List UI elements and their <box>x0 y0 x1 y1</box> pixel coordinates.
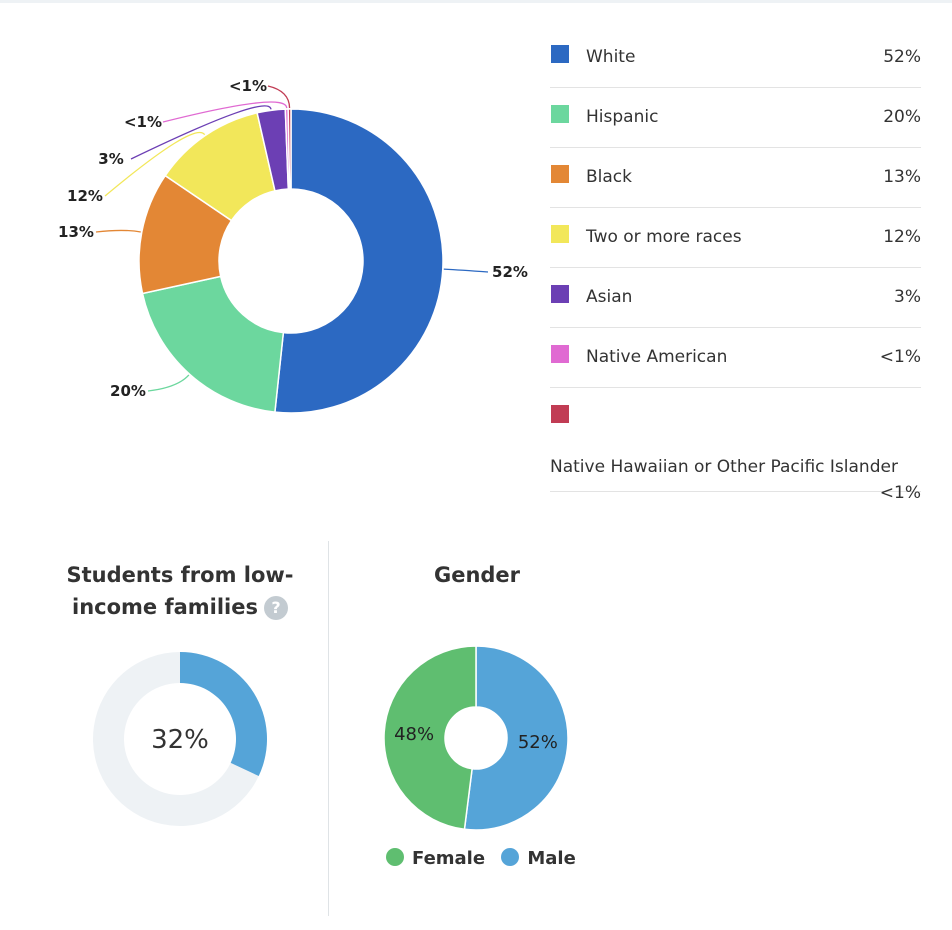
gender-legend-male[interactable]: Male <box>501 848 576 869</box>
data-label-native-american: <1% <box>124 113 162 131</box>
legend-value: <1% <box>879 483 921 503</box>
gender-donut-chart: 52% 48% <box>383 645 569 831</box>
legend-value: <1% <box>879 347 921 367</box>
connector-pacific-islander <box>267 85 291 109</box>
connector-native-american <box>162 101 288 123</box>
connector-black <box>95 229 141 233</box>
legend-value: 20% <box>883 107 921 127</box>
ethnicity-legend: White 52% Hispanic 20% Black 13% Two or … <box>550 28 921 503</box>
female-legend-label: Female <box>412 848 486 869</box>
low-income-donut-chart: 32% <box>93 652 267 826</box>
legend-value: 3% <box>894 287 921 307</box>
legend-swatch-hispanic <box>551 105 569 123</box>
low-income-title: Students from low- income families? <box>60 559 300 623</box>
data-label-hispanic: 20% <box>110 382 146 400</box>
low-income-title-line1: Students from low- <box>66 563 294 587</box>
low-income-slice[interactable] <box>180 652 267 777</box>
top-border <box>0 0 952 3</box>
female-legend-dot <box>386 848 404 866</box>
slice-white[interactable] <box>274 108 444 414</box>
legend-row-white: White 52% <box>550 28 921 88</box>
gender-title: Gender <box>433 563 521 587</box>
legend-swatch-two-or-more <box>551 225 569 243</box>
data-label-two-or-more: 12% <box>67 187 103 205</box>
legend-row-two-or-more: Two or more races 12% <box>550 208 921 268</box>
data-label-asian: 3% <box>98 150 123 168</box>
legend-swatch-asian <box>551 285 569 303</box>
legend-label: Hispanic <box>586 107 659 127</box>
slice-hispanic[interactable] <box>141 275 285 413</box>
legend-value: 52% <box>883 47 921 67</box>
legend-swatch-native-american <box>551 345 569 363</box>
legend-row-black: Black 13% <box>550 148 921 208</box>
connector-asian <box>130 105 272 160</box>
ethnicity-donut-chart: 52% 20% 13% 12% 3% <1% <1% <box>58 77 528 414</box>
legend-label: Black <box>586 167 632 187</box>
legend-row-pacific-islander: Native Hawaiian or Other Pacific Islande… <box>550 388 921 503</box>
low-income-track <box>93 652 259 826</box>
legend-label: Native American <box>586 347 728 367</box>
female-data-label: 48% <box>394 724 434 745</box>
connector-hispanic <box>147 374 190 392</box>
legend-row-hispanic: Hispanic 20% <box>550 88 921 148</box>
section-divider <box>328 541 329 916</box>
legend-row-native-american: Native American <1% <box>550 328 921 388</box>
male-legend-dot <box>501 848 520 866</box>
male-legend-label: Male <box>527 848 576 869</box>
legend-row-asian: Asian 3% <box>550 268 921 328</box>
slice-male[interactable] <box>463 645 569 831</box>
legend-label: Asian <box>586 287 633 307</box>
slice-pacific-islander[interactable] <box>287 108 292 190</box>
gender-legend: Female Male <box>386 848 586 869</box>
male-data-label: 52% <box>518 732 558 753</box>
question-mark-icon[interactable]: ? <box>264 596 288 620</box>
legend-swatch-pacific-islander <box>551 405 569 423</box>
data-label-pacific-islander: <1% <box>229 77 267 95</box>
legend-label: Native Hawaiian or Other Pacific Islande… <box>550 457 898 477</box>
low-income-center-label: 32% <box>151 725 209 755</box>
legend-value: 13% <box>883 167 921 187</box>
gender-legend-female[interactable]: Female <box>386 848 485 869</box>
legend-label: Two or more races <box>586 227 742 247</box>
data-label-white: 52% <box>492 263 528 281</box>
legend-swatch-white <box>551 45 569 63</box>
connector-white <box>443 268 489 273</box>
legend-value: 12% <box>883 227 921 247</box>
low-income-title-line2: income families <box>72 595 258 619</box>
legend-swatch-black <box>551 165 569 183</box>
data-label-black: 13% <box>58 223 94 241</box>
legend-label: White <box>586 47 636 67</box>
connector-two-or-more <box>104 131 206 197</box>
slice-female[interactable] <box>383 645 477 831</box>
